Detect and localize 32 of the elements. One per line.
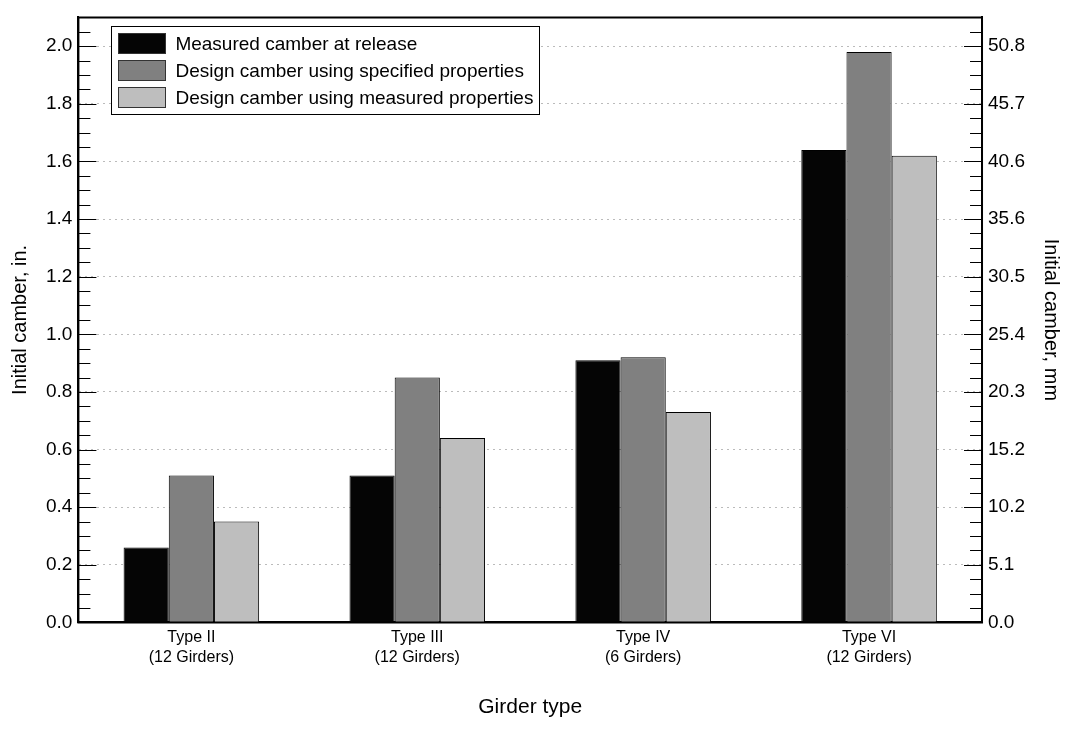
y-tick-label: 0.4 bbox=[45, 495, 73, 517]
y-tick-label: 0.6 bbox=[45, 437, 73, 459]
y-tick-label: 1.6 bbox=[45, 149, 73, 171]
x-tick-label: Type VI (12 Girders) bbox=[826, 628, 912, 665]
y-tick-label: 1.4 bbox=[45, 207, 73, 229]
y2-tick-label: 10.2 bbox=[988, 495, 1025, 517]
x-tick-label: Type II (12 Girders) bbox=[148, 628, 235, 665]
y2-tick-label: 0.0 bbox=[988, 610, 1015, 632]
y-tick-label: 1.0 bbox=[45, 322, 73, 344]
y2-tick-label: 50.8 bbox=[988, 34, 1025, 56]
y-tick-label: 1.2 bbox=[45, 264, 73, 286]
y-axis-title: Initial camber, in. bbox=[7, 244, 30, 395]
legend-label: Measured camber at release bbox=[175, 32, 418, 55]
legend-label: Design camber using measured properties bbox=[175, 86, 534, 109]
x-tick-label: Type III (12 Girders) bbox=[374, 628, 460, 665]
y-tick-label: 1.8 bbox=[45, 92, 73, 114]
y-tick-label: 2.0 bbox=[45, 34, 73, 56]
y2-tick-label: 5.1 bbox=[988, 553, 1015, 575]
y2-tick-label: 25.4 bbox=[988, 322, 1026, 344]
legend-label: Design camber using specified properties bbox=[175, 59, 524, 82]
y-tick-label: 0.8 bbox=[45, 380, 73, 402]
y2-tick-label: 45.7 bbox=[988, 92, 1025, 114]
y2-axis-title: Initial camber, mm bbox=[1041, 238, 1064, 402]
y2-tick-label: 40.6 bbox=[988, 149, 1025, 171]
y2-tick-label: 15.2 bbox=[988, 437, 1025, 459]
x-axis-title: Girder type bbox=[478, 694, 583, 718]
x-tick-label: Type IV (6 Girders) bbox=[604, 628, 682, 665]
y2-tick-label: 20.3 bbox=[988, 380, 1025, 402]
y-tick-label: 0.2 bbox=[45, 553, 73, 575]
y-tick-label: 0.0 bbox=[45, 610, 73, 632]
y2-tick-label: 30.5 bbox=[988, 264, 1025, 286]
y2-tick-label: 35.6 bbox=[988, 207, 1025, 229]
